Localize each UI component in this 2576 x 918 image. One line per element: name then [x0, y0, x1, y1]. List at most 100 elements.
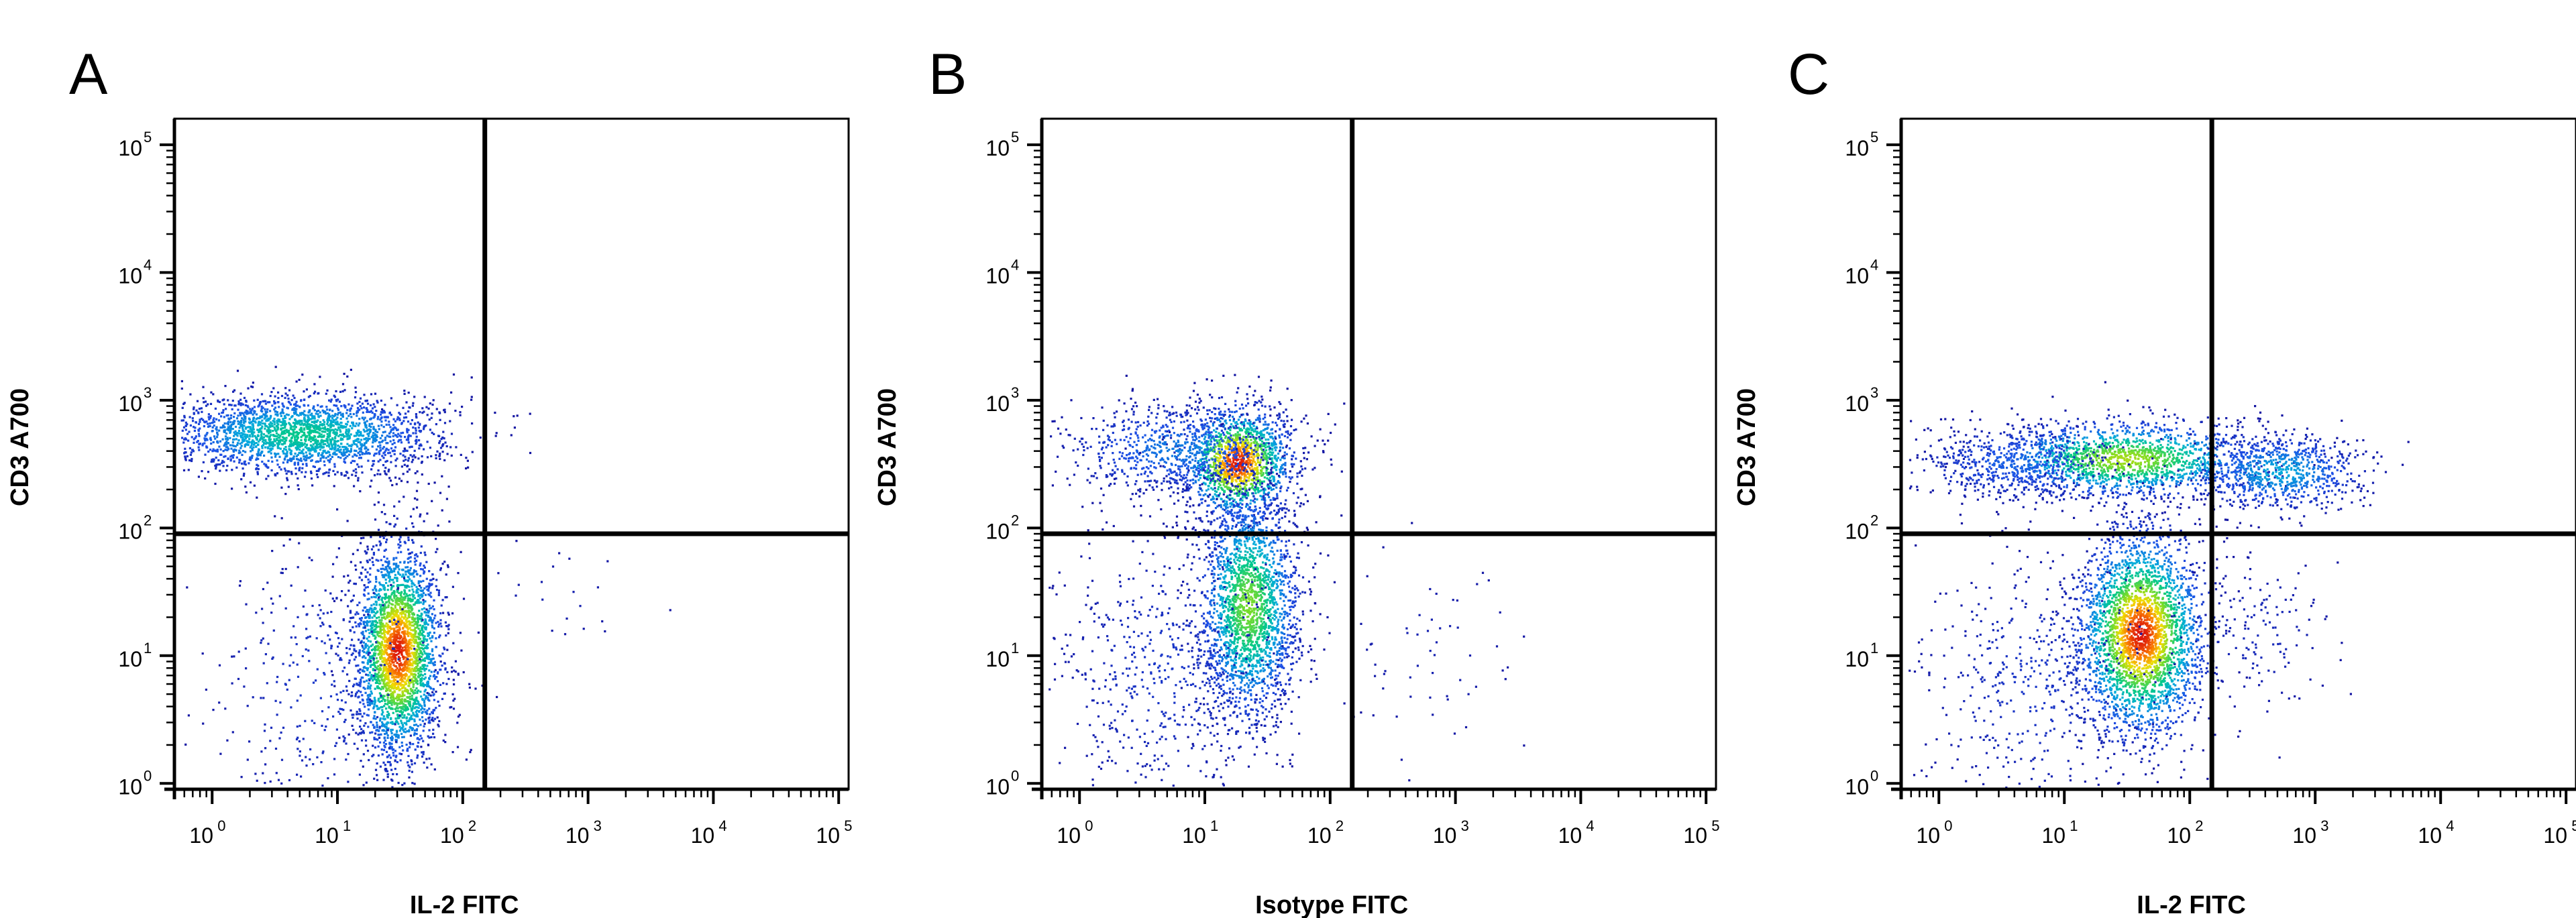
- event-dot: [350, 644, 352, 646]
- event-dot: [275, 429, 278, 432]
- event-dot: [250, 409, 253, 412]
- event-dot: [425, 668, 427, 671]
- event-dot: [284, 440, 286, 443]
- event-dot: [415, 443, 417, 445]
- event-dot: [281, 422, 284, 424]
- event-dot: [370, 611, 373, 614]
- event-dot: [357, 664, 360, 667]
- event-dot: [380, 668, 382, 671]
- event-dot: [433, 599, 435, 601]
- event-dot: [427, 589, 430, 592]
- event-dot: [396, 773, 398, 776]
- event-dot: [383, 576, 386, 579]
- event-dot: [366, 687, 369, 690]
- event-dot: [337, 398, 339, 401]
- event-dot: [413, 594, 415, 597]
- event-dot: [422, 740, 425, 742]
- event-dot: [424, 673, 427, 675]
- event-dot: [307, 404, 310, 407]
- event-dot: [305, 463, 308, 465]
- event-dot: [324, 426, 327, 428]
- event-dot: [419, 724, 422, 726]
- event-dot: [394, 718, 397, 720]
- event-dot: [386, 644, 388, 646]
- event-dot: [327, 412, 329, 414]
- event-dot: [303, 432, 306, 435]
- event-dot: [344, 406, 347, 409]
- event-dot: [282, 412, 285, 414]
- event-dot: [380, 632, 383, 635]
- event-dot: [513, 415, 515, 418]
- event-dot: [363, 650, 366, 654]
- event-dot: [297, 443, 300, 446]
- event-dot: [286, 394, 289, 397]
- event-dot: [364, 705, 366, 708]
- event-dot: [435, 622, 437, 624]
- event-dot: [340, 453, 343, 455]
- event-dot: [234, 445, 237, 448]
- event-dot: [433, 664, 435, 667]
- event-dot: [379, 717, 382, 720]
- event-dot: [262, 440, 264, 443]
- event-dot: [431, 650, 433, 652]
- event-dot: [343, 426, 346, 428]
- event-dot: [370, 436, 373, 439]
- event-dot: [419, 515, 421, 518]
- event-dot: [370, 692, 373, 695]
- event-dot: [273, 420, 276, 424]
- event-dot: [383, 549, 386, 552]
- event-dot: [290, 449, 292, 452]
- event-dot: [405, 731, 407, 734]
- event-dot: [204, 421, 207, 424]
- event-dot: [307, 411, 310, 414]
- event-dot: [374, 652, 377, 655]
- event-dot: [325, 412, 327, 415]
- event-dot: [402, 454, 405, 457]
- event-dot: [319, 406, 322, 408]
- event-dot: [407, 439, 410, 441]
- event-dot: [394, 606, 396, 609]
- event-dot: [384, 431, 386, 433]
- event-dot: [429, 686, 431, 689]
- event-dot: [360, 623, 362, 626]
- event-dot: [268, 401, 271, 404]
- event-dot: [299, 443, 302, 446]
- event-dot: [262, 413, 265, 416]
- event-dot: [337, 440, 339, 443]
- event-dot: [378, 451, 380, 454]
- event-dot: [421, 711, 423, 714]
- event-dot: [425, 612, 427, 614]
- event-dot: [279, 412, 282, 415]
- event-dot: [379, 765, 382, 768]
- event-dot: [255, 442, 258, 445]
- event-dot: [415, 573, 419, 575]
- event-dot: [442, 431, 445, 433]
- event-dot: [411, 573, 413, 576]
- event-dot: [191, 417, 194, 420]
- event-dot: [390, 730, 392, 732]
- event-dot: [264, 424, 267, 427]
- event-dot: [381, 753, 384, 756]
- event-dot: [270, 441, 272, 444]
- event-dot: [193, 412, 195, 415]
- event-dot: [322, 446, 325, 449]
- event-dot: [215, 463, 218, 466]
- event-dot: [366, 598, 369, 601]
- event-dot: [435, 579, 438, 581]
- event-dot: [367, 628, 370, 631]
- event-dot: [348, 679, 351, 683]
- event-dot: [457, 715, 460, 718]
- event-dot: [374, 701, 376, 704]
- event-dot: [227, 457, 229, 460]
- event-dot: [358, 601, 361, 604]
- event-dot: [367, 674, 370, 677]
- event-dot: [256, 453, 258, 455]
- event-dot: [396, 760, 398, 764]
- event-dot: [358, 450, 361, 453]
- event-dot: [494, 411, 496, 414]
- event-dot: [287, 470, 290, 473]
- event-dot: [421, 412, 424, 414]
- event-dot: [529, 412, 531, 415]
- event-dot: [291, 408, 294, 411]
- event-dot: [335, 404, 338, 407]
